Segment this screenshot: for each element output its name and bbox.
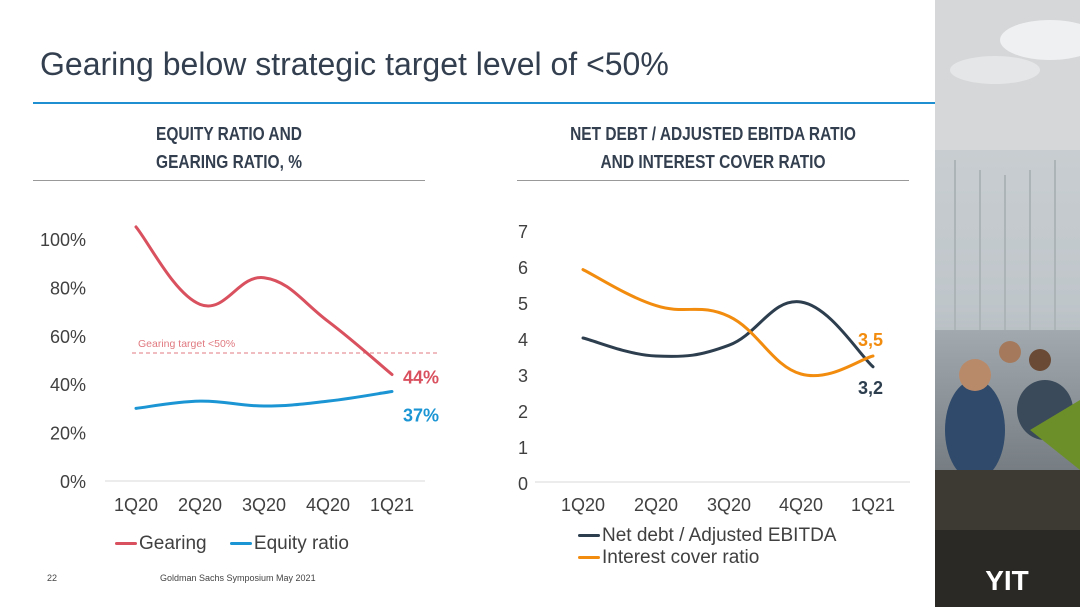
legend-netdebt-swatch bbox=[578, 534, 600, 538]
right-subtitle-line1: NET DEBT / ADJUSTED EBITDA RATIO bbox=[570, 124, 856, 144]
netdebt-interest-chart: 0 1 2 3 4 5 6 7 1Q20 2Q20 3Q20 4Q20 1Q21 3,5 3,2 bbox=[518, 222, 910, 515]
right-y-tick-label: 3 bbox=[518, 366, 528, 386]
left-subtitle-rule bbox=[33, 180, 425, 181]
right-y-tick-label: 6 bbox=[518, 258, 528, 278]
right-x-tick-label: 2Q20 bbox=[634, 495, 678, 515]
equity-ratio-line bbox=[134, 389, 394, 410]
net-debt-line bbox=[581, 300, 875, 369]
right-y-tick-label: 4 bbox=[518, 330, 528, 350]
left-y-tick-label: 40% bbox=[50, 375, 86, 395]
legend-interest: Interest cover ratio bbox=[578, 547, 836, 569]
equity-gearing-chart: 0% 20% 40% 60% 80% 100% 1Q20 2Q20 3Q20 4Q20 1Q21 Ge… bbox=[40, 225, 439, 515]
legend-equity-label: Equity ratio bbox=[253, 533, 349, 554]
footer-text: Goldman Sachs Symposium May 2021 bbox=[160, 573, 316, 583]
left-x-tick-label: 4Q20 bbox=[306, 495, 350, 515]
right-x-tick-label: 3Q20 bbox=[707, 495, 751, 515]
left-y-tick-label: 60% bbox=[50, 327, 86, 347]
left-x-tick-label: 2Q20 bbox=[178, 495, 222, 515]
left-y-tick-label: 20% bbox=[50, 424, 86, 444]
right-y-tick-label: 0 bbox=[518, 474, 528, 494]
interest-cover-end-label: 3,5 bbox=[858, 330, 883, 350]
legend-netdebt-label: Net debt / Adjusted EBITDA bbox=[602, 525, 837, 546]
left-legend: Gearing Equity ratio bbox=[115, 533, 349, 555]
right-chart-subtitle: NET DEBT / ADJUSTED EBITDA RATIO AND INT… bbox=[544, 120, 881, 176]
right-legend: Net debt / Adjusted EBITDA Interest cove… bbox=[578, 525, 836, 569]
legend-gearing: Gearing bbox=[115, 533, 207, 554]
title-underline bbox=[33, 102, 1046, 104]
slide-title: Gearing below strategic target level of … bbox=[40, 46, 669, 82]
right-x-tick-label: 1Q20 bbox=[561, 495, 605, 515]
legend-gearing-swatch bbox=[115, 542, 137, 546]
legend-interest-label: Interest cover ratio bbox=[602, 547, 760, 568]
left-y-tick-label: 100% bbox=[40, 230, 86, 250]
right-y-tick-label: 2 bbox=[518, 402, 528, 422]
left-x-tick-label: 3Q20 bbox=[242, 495, 286, 515]
gearing-line bbox=[134, 225, 394, 377]
legend-equity-swatch bbox=[229, 542, 252, 546]
net-debt-end-label: 3,2 bbox=[858, 378, 883, 398]
legend-interest-swatch bbox=[578, 556, 600, 560]
gearing-target-label: Gearing target <50% bbox=[138, 338, 235, 350]
gearing-end-label: 44% bbox=[403, 368, 439, 388]
right-y-tick-label: 1 bbox=[518, 438, 528, 458]
left-x-tick-label: 1Q21 bbox=[370, 495, 414, 515]
interest-cover-line bbox=[581, 268, 875, 378]
yit-logo: YIT bbox=[985, 565, 1029, 596]
legend-gearing-label: Gearing bbox=[139, 533, 207, 554]
page-number: 22 bbox=[47, 573, 58, 583]
legend-equity: Equity ratio bbox=[229, 533, 349, 554]
left-y-tick-label: 80% bbox=[50, 278, 86, 298]
left-x-tick-label: 1Q20 bbox=[114, 495, 158, 515]
right-x-tick-label: 1Q21 bbox=[851, 495, 895, 515]
left-y-tick-label: 0% bbox=[60, 472, 86, 492]
left-subtitle-line1: EQUITY RATIO AND bbox=[156, 124, 302, 144]
right-y-tick-label: 7 bbox=[518, 222, 528, 242]
right-subtitle-rule bbox=[517, 180, 909, 181]
left-chart-subtitle: EQUITY RATIO AND GEARING RATIO, % bbox=[60, 120, 397, 176]
right-x-tick-label: 4Q20 bbox=[779, 495, 823, 515]
legend-netdebt: Net debt / Adjusted EBITDA bbox=[578, 525, 836, 547]
right-y-tick-label: 5 bbox=[518, 294, 528, 314]
right-subtitle-line2: AND INTEREST COVER RATIO bbox=[600, 152, 826, 172]
left-subtitle-line2: GEARING RATIO, % bbox=[156, 152, 302, 172]
office-photo: YIT bbox=[935, 0, 1080, 607]
equity-end-label: 37% bbox=[403, 405, 439, 425]
